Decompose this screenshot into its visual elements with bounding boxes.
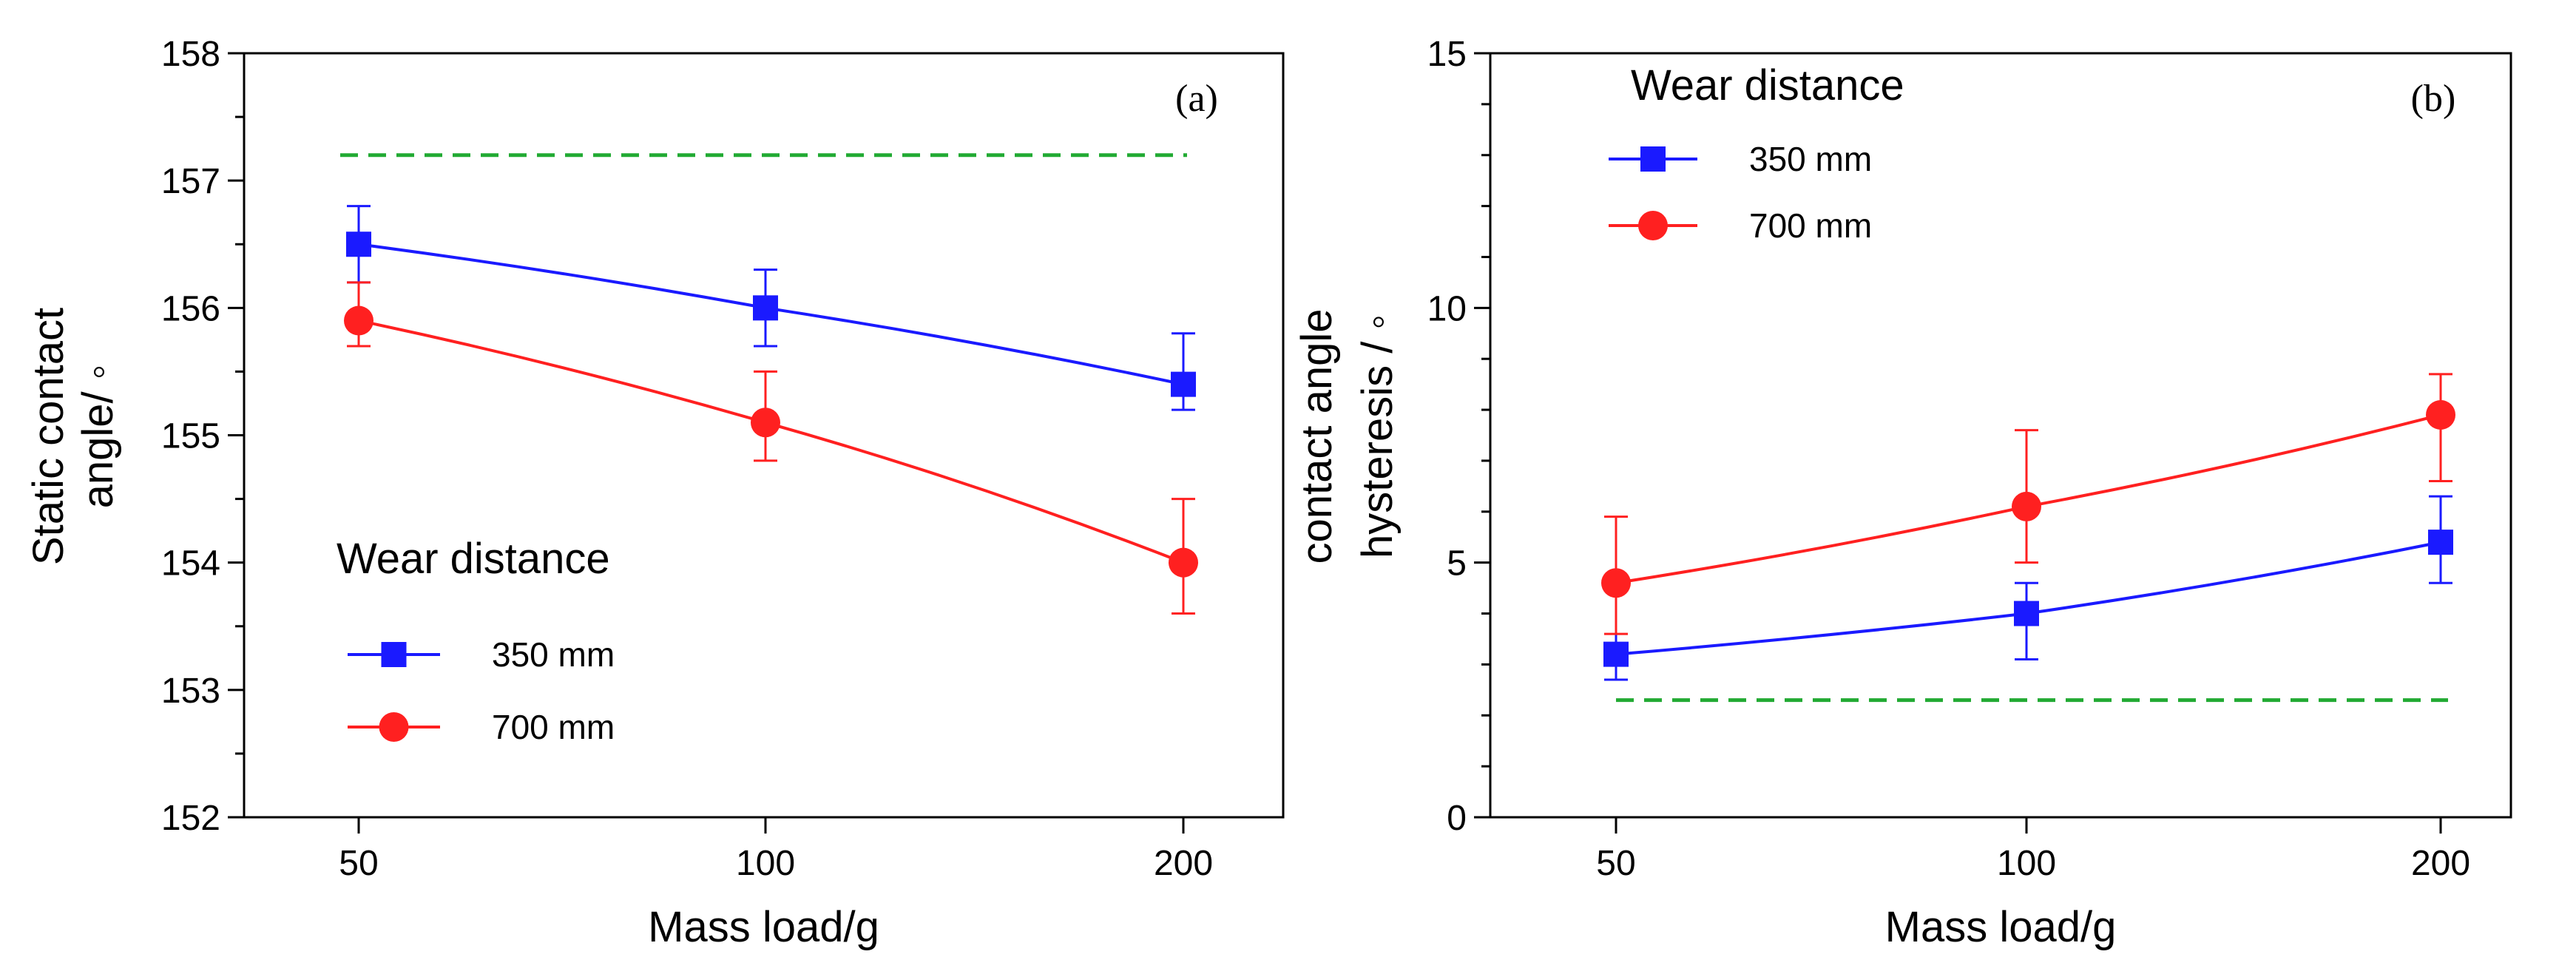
panel-label: (b) [2411,78,2456,120]
chart-panel-b: 0 5 10 15 50 100 200 Mass load/g contact angle hy… [1293,35,2512,951]
data-point-circle [344,305,373,336]
data-point-circle [1601,568,1631,598]
series-700-mm [344,281,1198,615]
y-tick-label: 152 [161,799,220,838]
legend-label: 700 mm [492,708,615,746]
data-point-circle [751,408,780,438]
x-tick-label: 100 [1997,844,2056,883]
y-axis-title: angle/ ◦ [74,365,122,509]
legend-marker-circle [1638,211,1668,240]
y-tick-label: 153 [161,672,220,711]
y-axis-title: Static contact [24,308,72,565]
legend-label: 350 mm [492,635,615,674]
data-point-circle [2012,491,2041,521]
data-point-square [2014,601,2039,626]
x-axis-title: Mass load/g [1885,903,2117,951]
data-point-square [1171,371,1196,397]
panel-label: (a) [1175,78,1218,120]
y-axis-title: hysteresis / ◦ [1353,314,1402,558]
legend-label: 700 mm [1749,206,1872,245]
y-tick-label: 157 [161,162,220,201]
legend-marker-circle [379,712,409,742]
legend-title: Wear distance [1631,61,1904,109]
chart-panel-a: 152 153 154 155 156 157 158 50 100 200 Mass load/g… [24,35,1285,951]
y-tick-label: 156 [161,289,220,328]
y-tick-label: 15 [1427,35,1467,74]
x-tick-label: 100 [736,844,795,883]
data-point-circle [2426,399,2455,430]
series-350-mm [346,205,1196,411]
x-tick-label: 200 [2411,844,2470,883]
y-tick-label: 0 [1447,799,1467,838]
data-point-square [1603,641,1629,667]
series-line [358,319,1184,564]
legend-marker-square [381,642,407,667]
x-tick-label: 50 [339,844,378,883]
y-tick-label: 155 [161,417,220,456]
x-tick-label: 50 [1596,844,1635,883]
y-tick-label: 158 [161,35,220,74]
y-tick-label: 10 [1427,289,1467,328]
data-point-square [2428,530,2453,555]
legend-title: Wear distance [337,535,610,583]
series-350-mm [1603,495,2453,681]
plot-frame [1489,52,2512,819]
y-tick-label: 154 [161,544,220,584]
x-tick-label: 200 [1154,844,1213,883]
legend-marker-square [1640,146,1666,172]
legend: Wear distance 350 mm 700 mm [337,535,615,746]
legend: Wear distance 350 mm 700 mm [1609,61,1904,245]
data-point-circle [1169,547,1198,578]
x-axis-title: Mass load/g [648,903,879,951]
data-point-square [346,231,371,257]
data-point-square [753,295,778,321]
series-line [1615,541,2441,656]
y-axis-title: contact angle [1293,308,1341,564]
series-700-mm [1601,373,2455,635]
legend-label: 350 mm [1749,140,1872,178]
y-tick-label: 5 [1447,544,1467,584]
